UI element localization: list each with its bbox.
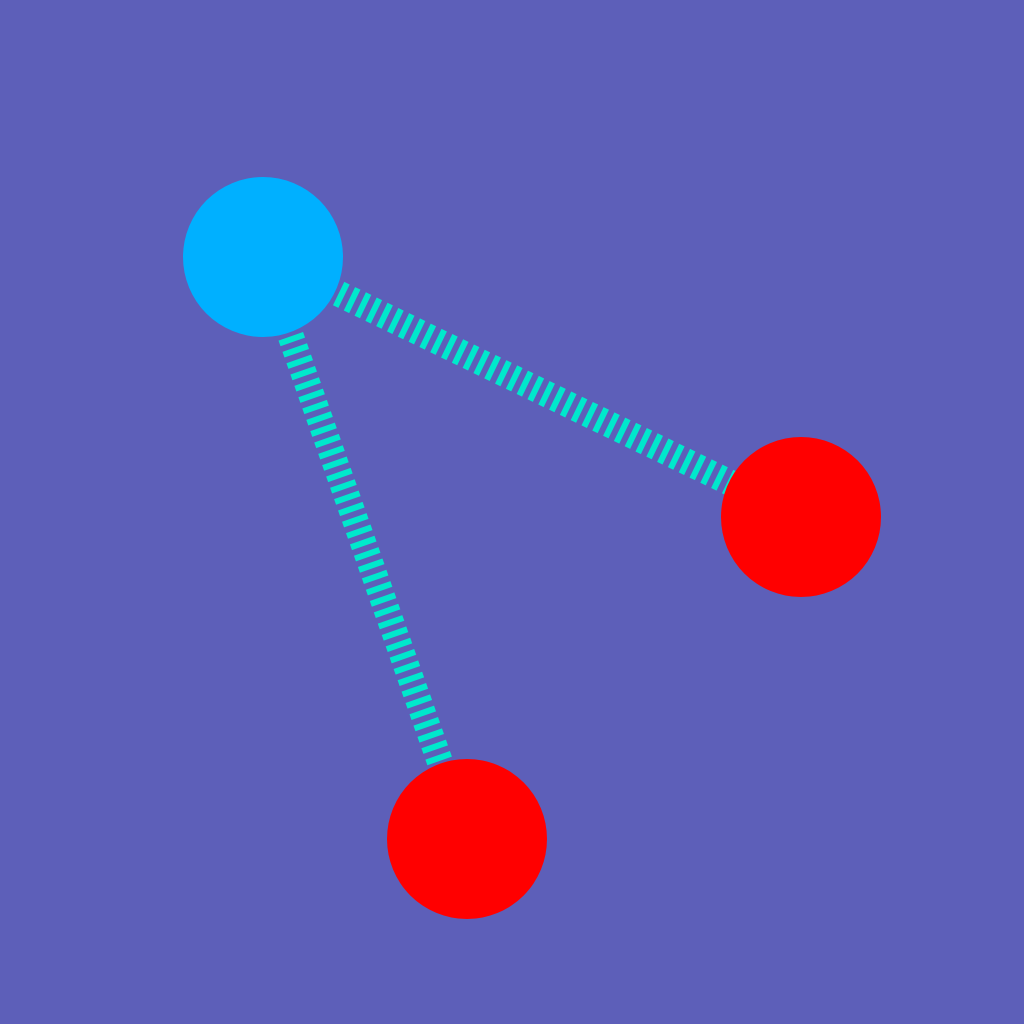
nodes-layer [183, 177, 881, 919]
node-bottom[interactable] [387, 759, 547, 919]
node-hub[interactable] [183, 177, 343, 337]
node-right[interactable] [721, 437, 881, 597]
edges-layer [250, 245, 807, 844]
edge-hub-right [257, 245, 807, 529]
